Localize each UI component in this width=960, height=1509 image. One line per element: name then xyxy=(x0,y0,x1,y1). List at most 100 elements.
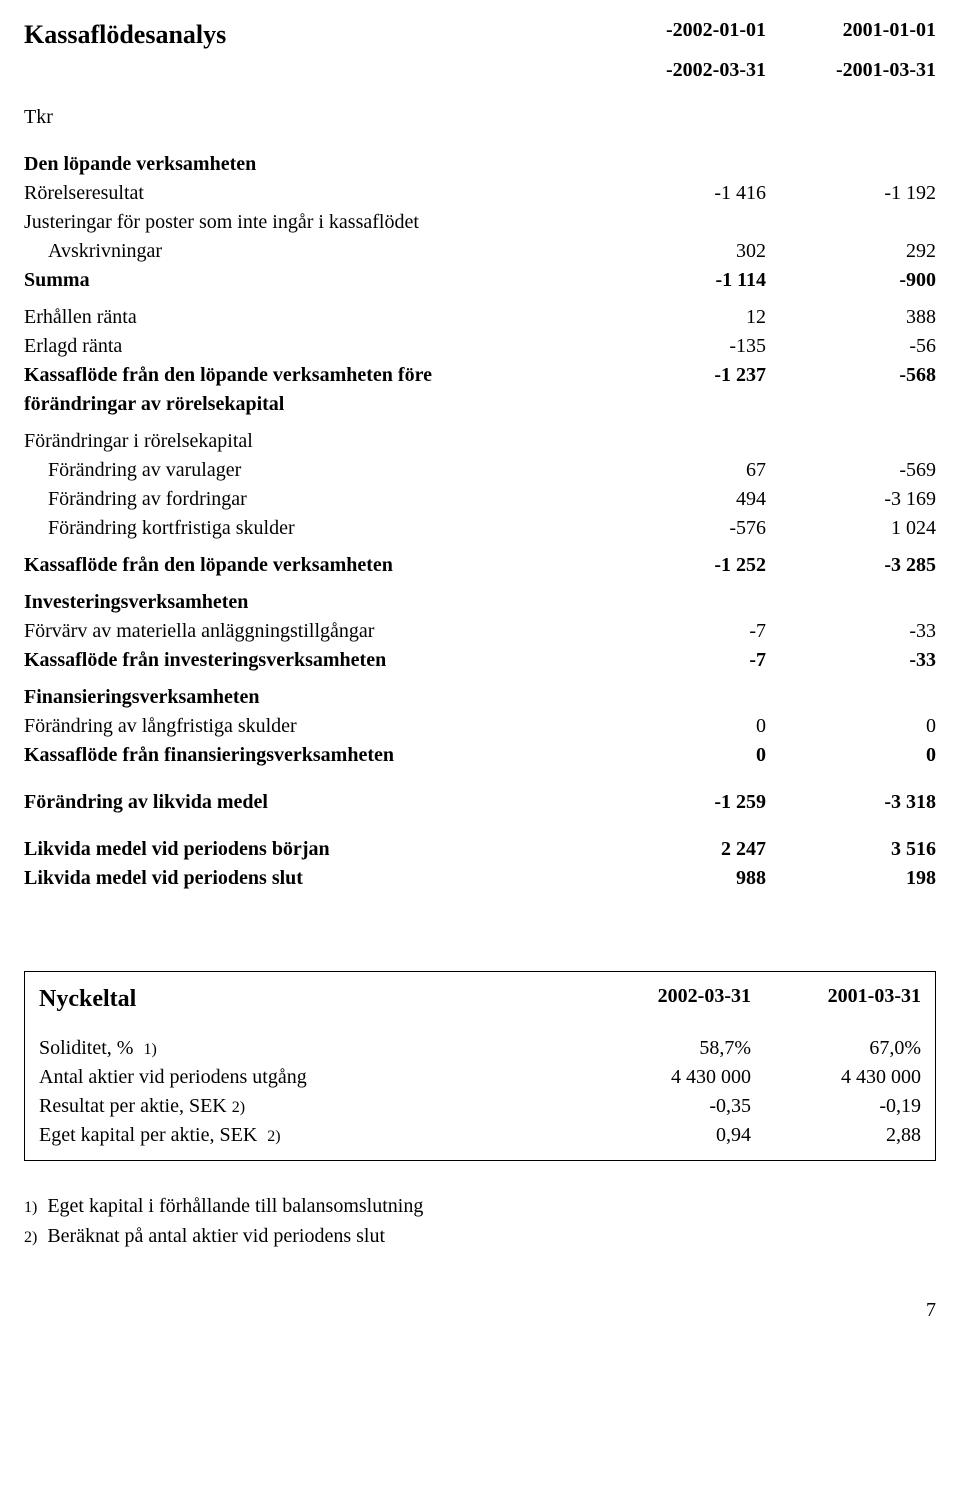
cell: -0,35 xyxy=(581,1092,751,1121)
cell: 2 247 xyxy=(596,835,766,864)
cell: 4 430 000 xyxy=(751,1063,921,1092)
footnotes: 1) Eget kapital i förhållande till balan… xyxy=(24,1191,936,1251)
footnote-num: 1) xyxy=(24,1199,37,1216)
cell: 0 xyxy=(596,712,766,741)
cell: 292 xyxy=(766,237,936,266)
table-row: Förändring av långfristiga skulder 0 0 xyxy=(24,712,936,741)
footnote-ref: 1) xyxy=(143,1041,156,1058)
subsection-heading: Förändringar i rörelsekapital xyxy=(24,427,936,456)
row-label: Likvida medel vid periodens slut xyxy=(24,864,596,893)
table-row: Erhållen ränta 12 388 xyxy=(24,303,936,332)
cell: 0 xyxy=(766,741,936,770)
cell: -1 259 xyxy=(596,788,766,817)
cell: 58,7% xyxy=(581,1034,751,1063)
footnote-text: Beräknat på antal aktier vid periodens s… xyxy=(47,1225,385,1247)
cell: 12 xyxy=(596,303,766,332)
sum-row: Kassaflöde från finansieringsverksamhete… xyxy=(24,741,936,770)
section-label: Finansieringsverksamheten xyxy=(24,683,936,712)
row-label: Förändring av likvida medel xyxy=(24,788,596,817)
cell: 0 xyxy=(596,741,766,770)
box-col2-header: 2001-03-31 xyxy=(751,982,921,1017)
sum-row: Förändring av likvida medel -1 259 -3 31… xyxy=(24,788,936,817)
row-label: Soliditet, % 1) xyxy=(39,1034,581,1063)
table-row: Förändring kortfristiga skulder -576 1 0… xyxy=(24,514,936,543)
row-label: Erlagd ränta xyxy=(24,332,596,361)
sum-row: Kassaflöde från investeringsverksamheten… xyxy=(24,646,936,675)
table-row: Soliditet, % 1) 58,7% 67,0% xyxy=(39,1034,921,1063)
row-label: förändringar av rörelsekapital xyxy=(24,390,936,419)
cell: 302 xyxy=(596,237,766,266)
table-row: Förvärv av materiella anläggningstillgån… xyxy=(24,617,936,646)
table-row: Likvida medel vid periodens början 2 247… xyxy=(24,835,936,864)
footnote-1: 1) Eget kapital i förhållande till balan… xyxy=(24,1191,936,1221)
cell: 388 xyxy=(766,303,936,332)
cell: -1 114 xyxy=(596,266,766,295)
section-label: Den löpande verksamheten xyxy=(24,150,936,179)
unit-label: Tkr xyxy=(24,103,936,132)
cell: 2,88 xyxy=(751,1121,921,1150)
cell: -569 xyxy=(766,456,936,485)
row-label: Förändring kortfristiga skulder xyxy=(24,514,596,543)
cell: 1 024 xyxy=(766,514,936,543)
section-heading: Den löpande verksamheten xyxy=(24,150,936,179)
table-row: Eget kapital per aktie, SEK 2) 0,94 2,88 xyxy=(39,1121,921,1150)
row-label: Antal aktier vid periodens utgång xyxy=(39,1063,581,1092)
footnote-ref: 2) xyxy=(267,1128,280,1145)
row-label: Justeringar för poster som inte ingår i … xyxy=(24,208,936,237)
row-label: Förändring av varulager xyxy=(24,456,596,485)
cell: -3 169 xyxy=(766,485,936,514)
sum-row-line2: förändringar av rörelsekapital xyxy=(24,390,936,419)
key-ratios-box: Nyckeltal 2002-03-31 2001-03-31 Solidite… xyxy=(24,971,936,1162)
cell: -3 285 xyxy=(766,551,936,580)
cell: 67 xyxy=(596,456,766,485)
row-label: Förvärv av materiella anläggningstillgån… xyxy=(24,617,596,646)
sum-row: Kassaflöde från den löpande verksamheten… xyxy=(24,361,936,390)
section-label: Investeringsverksamheten xyxy=(24,588,936,617)
footnote-ref: 2) xyxy=(232,1099,245,1116)
cell: -0,19 xyxy=(751,1092,921,1121)
cell: 494 xyxy=(596,485,766,514)
footnote-2: 2) Beräknat på antal aktier vid perioden… xyxy=(24,1221,936,1251)
table-row: Antal aktier vid periodens utgång 4 430 … xyxy=(39,1063,921,1092)
row-label: Rörelseresultat xyxy=(24,179,596,208)
cell: -576 xyxy=(596,514,766,543)
cell: -135 xyxy=(596,332,766,361)
row-label: Likvida medel vid periodens början xyxy=(24,835,596,864)
page-number: 7 xyxy=(24,1299,936,1322)
row-label: Kassaflöde från finansieringsverksamhete… xyxy=(24,741,596,770)
header-row-1: Kassaflödesanalys -2002-01-01 2001-01-01 xyxy=(24,16,936,54)
cell: 988 xyxy=(596,864,766,893)
cell: 4 430 000 xyxy=(581,1063,751,1092)
row-label: Avskrivningar xyxy=(24,237,596,266)
page-title: Kassaflödesanalys xyxy=(24,16,596,54)
period-col1-line2: -2002-03-31 xyxy=(596,56,766,85)
period-col2-line2: -2001-03-31 xyxy=(766,56,936,85)
unit-row: Tkr xyxy=(24,103,936,132)
table-row: Erlagd ränta -135 -56 xyxy=(24,332,936,361)
cell: -33 xyxy=(766,646,936,675)
table-row: Resultat per aktie, SEK 2) -0,35 -0,19 xyxy=(39,1092,921,1121)
cell: -1 416 xyxy=(596,179,766,208)
cell: -7 xyxy=(596,617,766,646)
row-label: Förändringar i rörelsekapital xyxy=(24,427,936,456)
table-row: Förändring av fordringar 494 -3 169 xyxy=(24,485,936,514)
label-text: Resultat per aktie, SEK xyxy=(39,1095,227,1117)
cell: -3 318 xyxy=(766,788,936,817)
period-col2-line1: 2001-01-01 xyxy=(766,16,936,54)
cell: 0,94 xyxy=(581,1121,751,1150)
sum-row: Kassaflöde från den löpande verksamheten… xyxy=(24,551,936,580)
sum-row: Summa -1 114 -900 xyxy=(24,266,936,295)
table-row: Förändring av varulager 67 -569 xyxy=(24,456,936,485)
cell: -900 xyxy=(766,266,936,295)
table-row: Justeringar för poster som inte ingår i … xyxy=(24,208,936,237)
row-label: Resultat per aktie, SEK 2) xyxy=(39,1092,581,1121)
cell: -1 237 xyxy=(596,361,766,390)
box-header-row: Nyckeltal 2002-03-31 2001-03-31 xyxy=(39,982,921,1017)
row-label: Kassaflöde från den löpande verksamheten xyxy=(24,551,596,580)
row-label: Förändring av långfristiga skulder xyxy=(24,712,596,741)
footnote-num: 2) xyxy=(24,1229,37,1246)
table-row: Rörelseresultat -1 416 -1 192 xyxy=(24,179,936,208)
row-label: Förändring av fordringar xyxy=(24,485,596,514)
row-label: Kassaflöde från den löpande verksamheten… xyxy=(24,361,596,390)
cell: -568 xyxy=(766,361,936,390)
